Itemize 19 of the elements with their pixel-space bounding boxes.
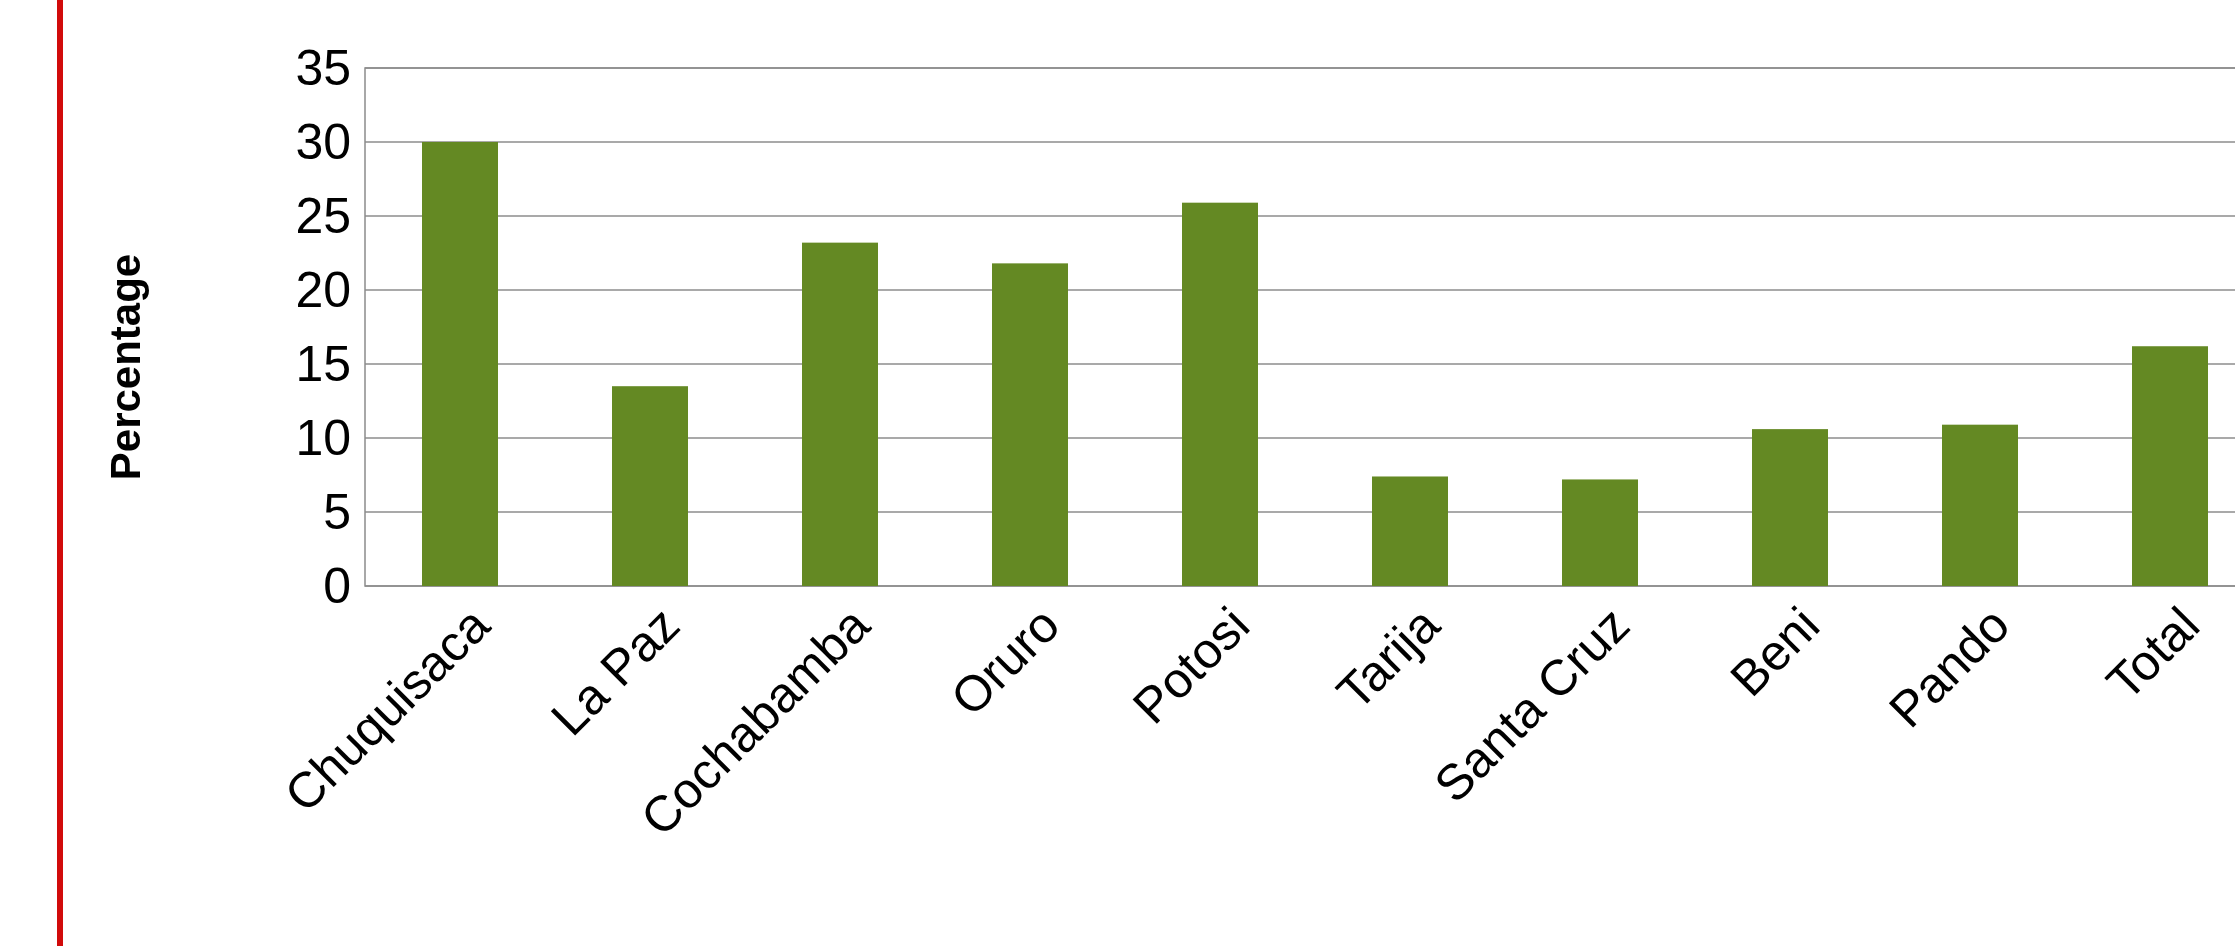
y-tick-label: 15 <box>295 335 351 392</box>
bar <box>422 142 498 586</box>
y-tick-label: 35 <box>295 39 351 96</box>
bar <box>1752 429 1828 586</box>
bar <box>1372 476 1448 586</box>
y-tick-label: 20 <box>295 261 351 318</box>
bar <box>612 386 688 586</box>
y-tick-label: 25 <box>295 187 351 244</box>
bar <box>1942 424 2018 586</box>
y-axis-title: Percentage <box>102 253 149 481</box>
bar <box>1182 202 1258 586</box>
y-tick-label: 10 <box>295 409 351 466</box>
bar <box>802 242 878 586</box>
bar <box>1562 479 1638 586</box>
bar <box>2132 346 2208 586</box>
y-tick-label: 5 <box>323 483 351 540</box>
y-tick-label: 0 <box>323 557 351 614</box>
bar <box>992 263 1068 586</box>
y-tick-label: 30 <box>295 113 351 170</box>
